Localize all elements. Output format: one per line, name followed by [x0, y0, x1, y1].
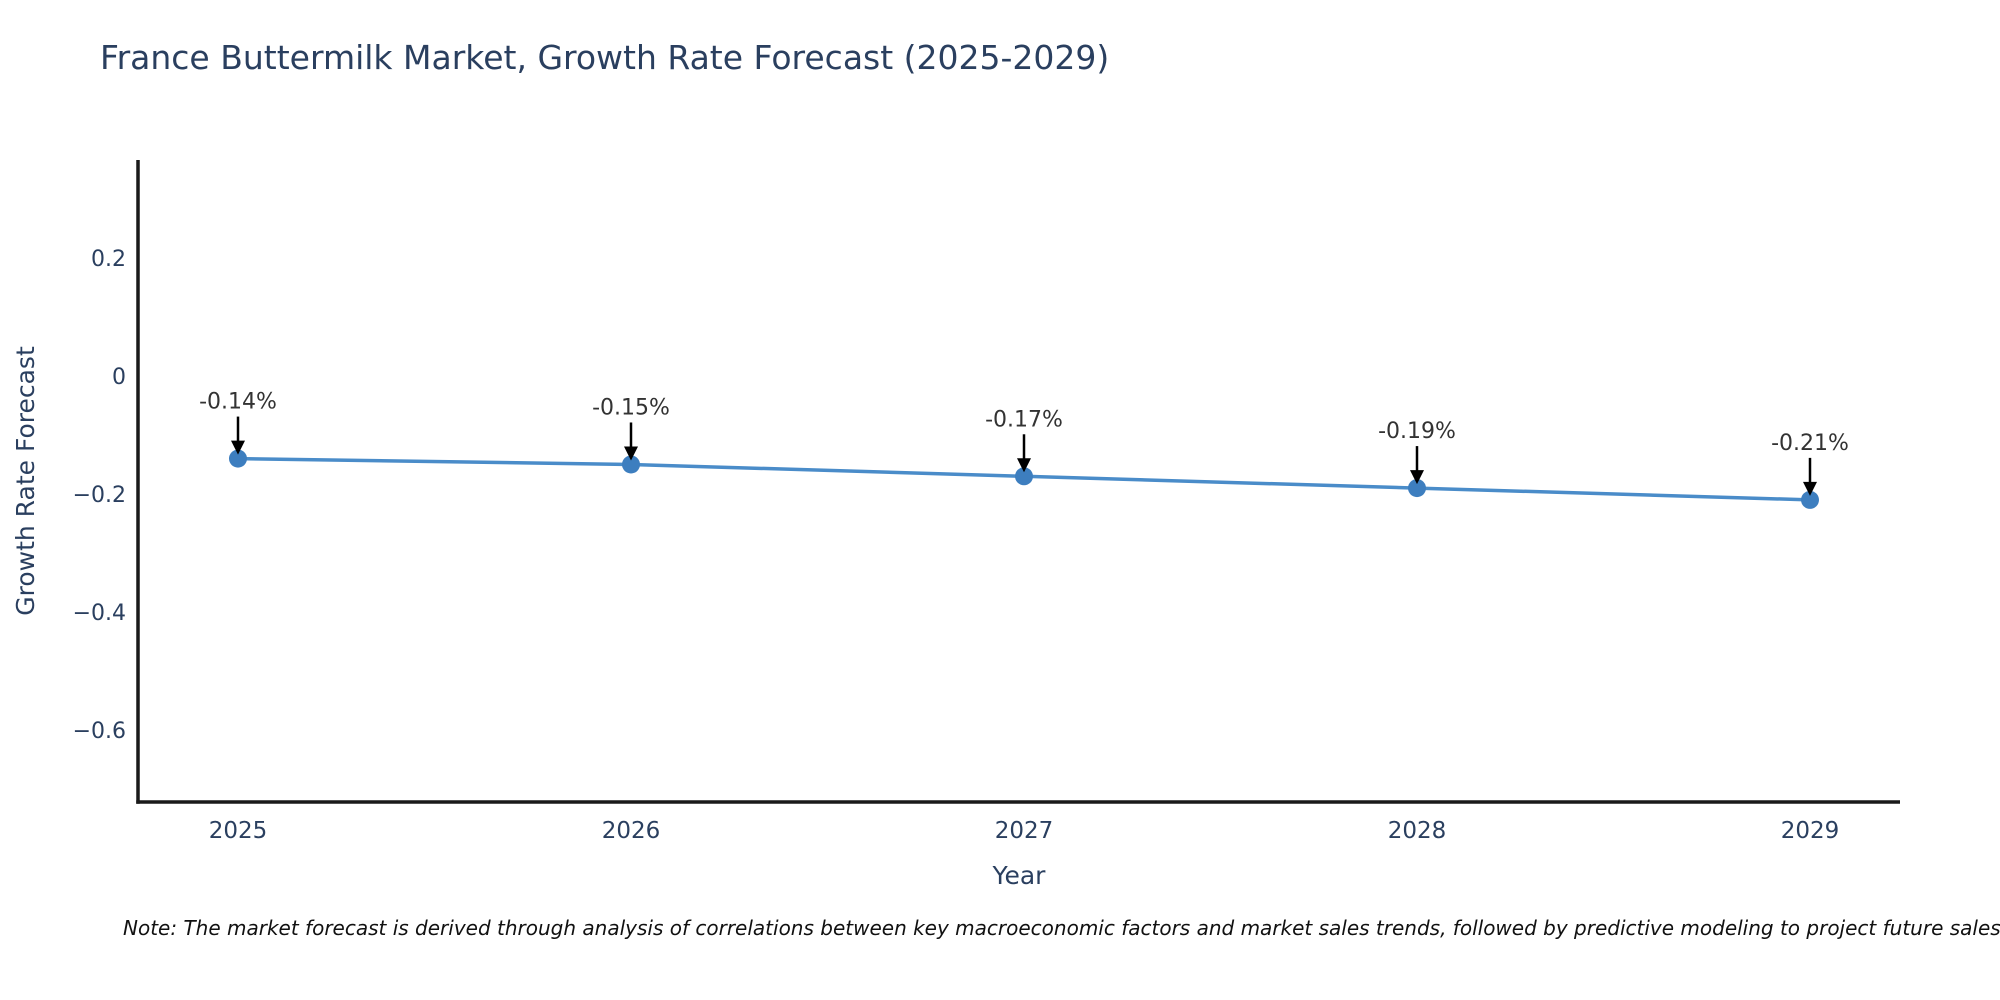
data-point-marker — [622, 455, 640, 474]
y-tick-label: 0.2 — [91, 247, 126, 272]
annotation-label: -0.17% — [985, 407, 1063, 432]
x-tick-label: 2027 — [995, 818, 1054, 844]
annotation-label: -0.19% — [1378, 419, 1456, 444]
x-axis-title: Year — [992, 861, 1047, 890]
y-tick-label: −0.6 — [73, 719, 126, 744]
annotation-arrow-head — [1017, 458, 1031, 473]
data-point-marker — [1015, 467, 1033, 486]
y-tick-label: 0 — [112, 365, 126, 390]
y-tick-label: −0.4 — [73, 601, 126, 626]
annotation-arrow-head — [624, 446, 638, 461]
x-tick-label: 2029 — [1781, 818, 1840, 844]
y-tick-label: −0.2 — [73, 483, 126, 508]
annotation-arrow-head — [1803, 481, 1817, 496]
chart-title: France Buttermilk Market, Growth Rate Fo… — [100, 38, 1110, 77]
annotation-label: -0.21% — [1771, 431, 1849, 456]
annotation-label: -0.14% — [199, 390, 277, 415]
data-point-marker — [1408, 479, 1426, 498]
x-tick-label: 2028 — [1388, 818, 1447, 844]
footnote: Note: The market forecast is derived thr… — [123, 916, 2000, 940]
data-point-marker — [229, 449, 247, 468]
data-point-marker — [1801, 490, 1819, 509]
x-tick-label: 2025 — [209, 818, 268, 844]
annotation-arrow-head — [231, 440, 245, 455]
x-tick-label: 2026 — [602, 818, 661, 844]
annotation-arrow-head — [1410, 470, 1424, 485]
annotation-label: -0.15% — [592, 395, 670, 420]
y-axis-title: Growth Rate Forecast — [11, 346, 40, 616]
